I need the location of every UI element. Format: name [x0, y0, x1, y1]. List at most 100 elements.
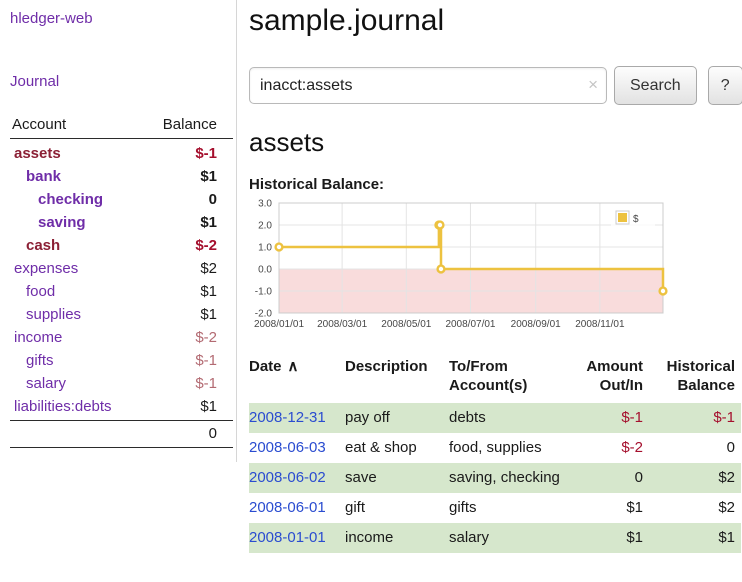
transaction-accounts: gifts: [449, 499, 477, 516]
account-balance: $-2: [195, 329, 217, 346]
transaction-date-link[interactable]: 2008-06-02: [249, 469, 326, 486]
svg-text:2008/05/01: 2008/05/01: [381, 319, 431, 330]
balance-column-header: Balance: [162, 116, 217, 133]
svg-text:1.0: 1.0: [258, 243, 272, 254]
main-content: sample.journal × Search ? assets Histori…: [237, 0, 742, 553]
sort-ascending-icon: ∧: [287, 358, 299, 375]
account-row: income $-2: [10, 326, 233, 349]
svg-text:-1.0: -1.0: [255, 287, 273, 298]
chart-point: [436, 264, 446, 274]
account-row: checking 0: [10, 188, 233, 211]
account-row: salary $-1: [10, 372, 233, 395]
account-balance: $1: [200, 168, 217, 185]
account-link[interactable]: supplies: [26, 306, 82, 323]
transaction-description: pay off: [345, 409, 390, 426]
accounts-total-row: 0: [10, 421, 233, 448]
chart-title: Historical Balance:: [249, 176, 385, 193]
transaction-amount: $-2: [621, 439, 643, 456]
account-row: supplies $1: [10, 303, 233, 326]
account-balance: $1: [200, 398, 217, 415]
svg-text:3.0: 3.0: [258, 199, 272, 210]
sidebar: hledger-web Journal Account Balance asse…: [0, 0, 237, 462]
transaction-date-link[interactable]: 2008-01-01: [249, 529, 326, 546]
account-balance: $1: [200, 306, 217, 323]
column-header-tofrom: To/From Account(s): [449, 358, 528, 394]
transaction-description: gift: [345, 499, 366, 516]
account-row: saving $1: [10, 211, 233, 234]
account-link[interactable]: salary: [26, 375, 67, 392]
svg-text:2.0: 2.0: [258, 221, 272, 232]
transaction-accounts: salary: [449, 529, 490, 546]
transaction-description: eat & shop: [345, 439, 417, 456]
transaction-balance: $2: [718, 499, 735, 516]
account-link[interactable]: assets: [14, 145, 61, 162]
transaction-amount: $1: [626, 499, 643, 516]
svg-text:2008/07/01: 2008/07/01: [445, 319, 495, 330]
account-link[interactable]: checking: [38, 191, 104, 208]
chart-point: [658, 286, 668, 296]
transaction-balance: $1: [718, 529, 735, 546]
account-balance: 0: [208, 191, 217, 208]
account-link[interactable]: food: [26, 283, 56, 300]
account-link[interactable]: expenses: [14, 260, 79, 277]
accounts-table-header: Account Balance: [10, 114, 233, 139]
search-input[interactable]: [249, 67, 607, 104]
svg-text:2008/01/01: 2008/01/01: [254, 319, 304, 330]
account-balance: $-1: [195, 375, 217, 392]
column-header-balance: Historical Balance: [666, 358, 735, 394]
account-row: food $1: [10, 280, 233, 303]
chart-point: [274, 242, 284, 252]
page-title: sample.journal: [249, 4, 445, 37]
search-button[interactable]: Search: [614, 66, 697, 105]
accounts-rows: assets $-1 bank $1 checking 0 saving $1 cash $-2 e…: [10, 139, 233, 421]
transaction-accounts: saving, checking: [449, 469, 560, 486]
legend-swatch: [618, 213, 627, 222]
account-row: expenses $2: [10, 257, 233, 280]
transaction-date-link[interactable]: 2008-06-03: [249, 439, 326, 456]
clear-search-icon[interactable]: ×: [588, 75, 598, 94]
transaction-description: income: [345, 529, 394, 546]
svg-text:2008/11/01: 2008/11/01: [575, 319, 625, 330]
account-balance: $1: [200, 214, 217, 231]
chart-point: [435, 220, 445, 230]
register-header-row: Date ∧ Description To/From Account(s) Amount…: [249, 355, 741, 403]
account-row: liabilities:debts $1: [10, 395, 233, 418]
transaction-balance: $2: [718, 469, 735, 486]
account-balance: $2: [200, 260, 217, 277]
accounts-table: Account Balance assets $-1 bank $1 checking 0…: [10, 114, 233, 448]
transaction-date-link[interactable]: 2008-06-01: [249, 499, 326, 516]
account-row: cash $-2: [10, 234, 233, 257]
transaction-description: save: [345, 469, 377, 486]
transaction-amount: 0: [634, 469, 643, 486]
register-row: 2008-01-01 income salary $1 $1: [249, 523, 741, 553]
account-column-header: Account: [12, 116, 67, 133]
help-button[interactable]: ?: [707, 66, 742, 105]
account-link[interactable]: cash: [26, 237, 61, 254]
account-heading: assets: [249, 127, 325, 157]
transaction-balance: $-1: [713, 409, 735, 426]
register-row: 2008-06-03 eat & shop food, supplies $-2 0: [249, 433, 741, 463]
account-link[interactable]: gifts: [26, 352, 54, 369]
svg-text:-2.0: -2.0: [255, 309, 273, 320]
account-link[interactable]: liabilities:debts: [14, 398, 112, 415]
search-field-wrap: ×: [249, 67, 607, 104]
app-title-link[interactable]: hledger-web: [10, 10, 93, 27]
account-balance: $-2: [195, 237, 217, 254]
search-form: × Search ?: [249, 66, 742, 105]
transaction-amount: $-1: [621, 409, 643, 426]
column-header-date[interactable]: Date ∧: [249, 358, 299, 375]
register-row: 2008-06-02 save saving, checking 0 $2: [249, 463, 741, 493]
transaction-balance: 0: [726, 439, 735, 456]
svg-text:2008/03/01: 2008/03/01: [317, 319, 367, 330]
svg-text:2008/09/01: 2008/09/01: [511, 319, 561, 330]
column-header-amount: Amount Out/In: [586, 358, 643, 394]
transaction-accounts: food, supplies: [449, 439, 542, 456]
account-link[interactable]: bank: [26, 168, 62, 185]
account-link[interactable]: saving: [38, 214, 86, 231]
register-row: 2008-12-31 pay off debts $-1 $-1: [249, 403, 741, 433]
journal-link[interactable]: Journal: [10, 73, 60, 90]
register-row: 2008-06-01 gift gifts $1 $2: [249, 493, 741, 523]
transaction-date-link[interactable]: 2008-12-31: [249, 409, 326, 426]
account-link[interactable]: income: [14, 329, 63, 346]
